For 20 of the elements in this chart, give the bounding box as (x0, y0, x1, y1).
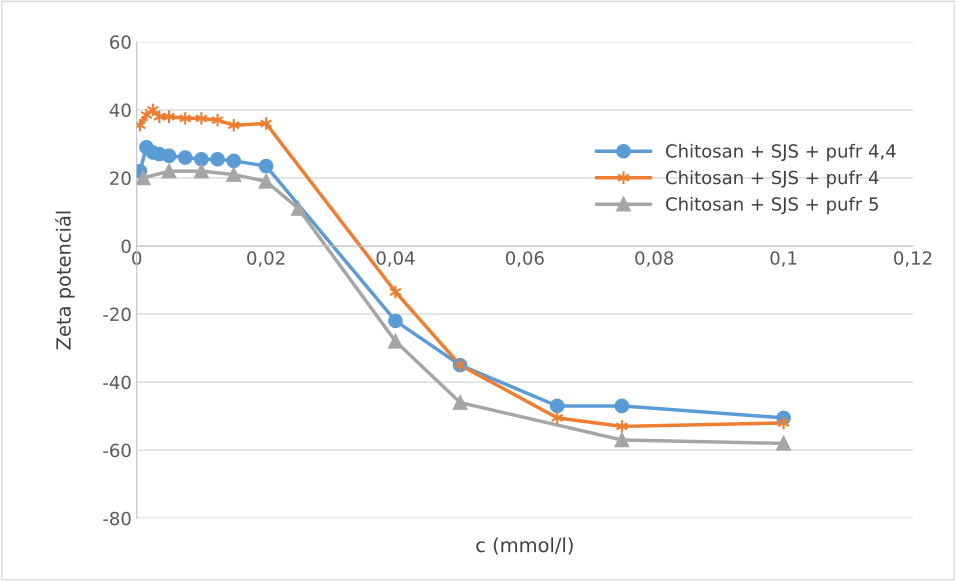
y-tick-label: -20 (103, 308, 131, 322)
x-tick-label: 0 (132, 251, 142, 265)
y-tick-label: 40 (110, 103, 131, 118)
x-tick-label: 0,02 (247, 251, 284, 267)
legend-label: Chitosan + SJS + pufr 5 (666, 196, 878, 214)
x-tick-label: 0,08 (635, 251, 674, 267)
y-tick-label: -40 (103, 376, 131, 390)
y-axis-title: Zeta potenciál (55, 212, 75, 350)
x-axis-title: c (mmol/l) (476, 537, 573, 555)
y-tick-label: -80 (103, 512, 131, 526)
legend-label: Chitosan + SJS + pufr 4,4 (666, 144, 896, 162)
y-tick-label: 20 (110, 171, 131, 186)
y-tick-label: -60 (103, 444, 131, 458)
y-tick-label: 60 (110, 35, 131, 49)
x-tick-label: 0,06 (506, 251, 544, 267)
x-tick-label: 0,04 (376, 251, 415, 267)
legend-label: Chitosan + SJS + pufr 4 (666, 170, 878, 188)
x-tick-label: 0,1 (770, 251, 796, 267)
y-tick-label: 0 (122, 239, 131, 254)
x-tick-label: 0,12 (894, 251, 932, 267)
